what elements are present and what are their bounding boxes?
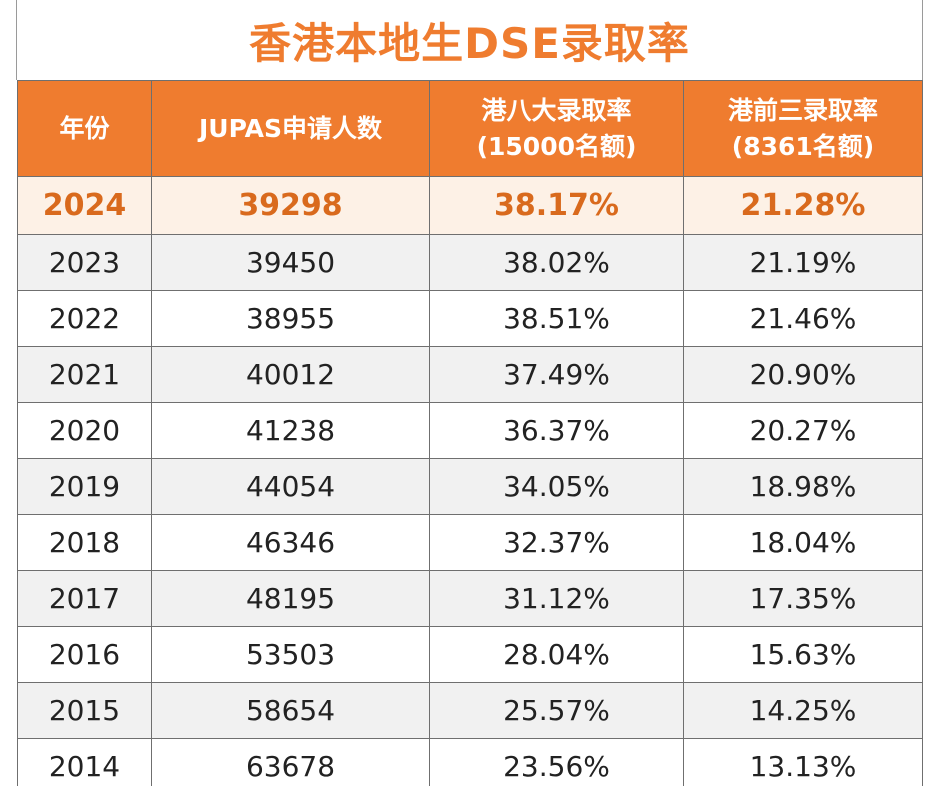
header-row: 年份 JUPAS申请人数 港八大录取率 (15000名额) 港前三录取率 (83… xyxy=(17,80,923,177)
cell-year: 2023 xyxy=(17,234,152,291)
cell-applicants: 39450 xyxy=(151,234,430,291)
cell-year: 2018 xyxy=(17,514,152,571)
cell-year: 2022 xyxy=(17,290,152,347)
header-top3-rate: 港前三录取率 (8361名额) xyxy=(683,80,923,177)
header-top3-rate-label: 港前三录取率 xyxy=(727,95,878,125)
cell-big8-rate: 34.05% xyxy=(429,458,684,515)
cell-big8-rate: 31.12% xyxy=(429,570,684,627)
cell-applicants: 46346 xyxy=(151,514,430,571)
cell-year: 2019 xyxy=(17,458,152,515)
cell-big8-rate: 23.56% xyxy=(429,738,684,786)
cell-top3-rate: 21.46% xyxy=(683,290,923,347)
cell-applicants: 63678 xyxy=(151,738,430,786)
grid-line-left xyxy=(16,0,17,80)
cell-top3-rate: 21.19% xyxy=(683,234,923,291)
cell-big8-rate: 32.37% xyxy=(429,514,684,571)
cell-applicants: 58654 xyxy=(151,682,430,739)
cell-applicants: 53503 xyxy=(151,626,430,683)
table-row: 2020 41238 36.37% 20.27% xyxy=(17,402,923,459)
cell-applicants: 44054 xyxy=(151,458,430,515)
cell-year: 2024 xyxy=(17,176,152,235)
cell-year: 2017 xyxy=(17,570,152,627)
cell-top3-rate: 15.63% xyxy=(683,626,923,683)
cell-applicants: 41238 xyxy=(151,402,430,459)
cell-top3-rate: 13.13% xyxy=(683,738,923,786)
table-row: 2022 38955 38.51% 21.46% xyxy=(17,290,923,347)
cell-big8-rate: 38.02% xyxy=(429,234,684,291)
cell-big8-rate: 28.04% xyxy=(429,626,684,683)
cell-applicants: 40012 xyxy=(151,346,430,403)
cell-big8-rate: 36.37% xyxy=(429,402,684,459)
cell-year: 2014 xyxy=(17,738,152,786)
cell-applicants: 48195 xyxy=(151,570,430,627)
table-row: 2015 58654 25.57% 14.25% xyxy=(17,682,923,739)
cell-top3-rate: 18.04% xyxy=(683,514,923,571)
cell-big8-rate: 38.17% xyxy=(429,176,684,235)
header-top3-quota: (8361名额) xyxy=(731,131,875,161)
table-title: 香港本地生DSE录取率 xyxy=(249,18,690,68)
header-applicants: JUPAS申请人数 xyxy=(151,80,430,177)
cell-year: 2015 xyxy=(17,682,152,739)
cell-applicants: 38955 xyxy=(151,290,430,347)
cell-year: 2020 xyxy=(17,402,152,459)
table-row: 2021 40012 37.49% 20.90% xyxy=(17,346,923,403)
header-year: 年份 xyxy=(17,80,152,177)
cell-big8-rate: 37.49% xyxy=(429,346,684,403)
cell-top3-rate: 18.98% xyxy=(683,458,923,515)
highlight-row-2024: 2024 39298 38.17% 21.28% xyxy=(17,176,923,235)
table-row: 2023 39450 38.02% 21.19% xyxy=(17,234,923,291)
table-row: 2016 53503 28.04% 15.63% xyxy=(17,626,923,683)
cell-applicants: 39298 xyxy=(151,176,430,235)
cell-big8-rate: 38.51% xyxy=(429,290,684,347)
cell-top3-rate: 14.25% xyxy=(683,682,923,739)
table-row: 2014 63678 23.56% 13.13% xyxy=(17,738,923,786)
header-big8-rate-label: 港八大录取率 xyxy=(481,95,632,125)
cell-top3-rate: 17.35% xyxy=(683,570,923,627)
table-row: 2018 46346 32.37% 18.04% xyxy=(17,514,923,571)
cell-top3-rate: 20.27% xyxy=(683,402,923,459)
cell-year: 2016 xyxy=(17,626,152,683)
cell-year: 2021 xyxy=(17,346,152,403)
table-row: 2017 48195 31.12% 17.35% xyxy=(17,570,923,627)
header-big8-quota: (15000名额) xyxy=(476,131,637,161)
table-row: 2019 44054 34.05% 18.98% xyxy=(17,458,923,515)
header-big8-rate: 港八大录取率 (15000名额) xyxy=(429,80,684,177)
grid-line-right xyxy=(922,0,923,80)
admission-rate-table: 年份 JUPAS申请人数 港八大录取率 (15000名额) 港前三录取率 (83… xyxy=(17,80,923,786)
cell-big8-rate: 25.57% xyxy=(429,682,684,739)
cell-top3-rate: 20.90% xyxy=(683,346,923,403)
cell-top3-rate: 21.28% xyxy=(683,176,923,235)
